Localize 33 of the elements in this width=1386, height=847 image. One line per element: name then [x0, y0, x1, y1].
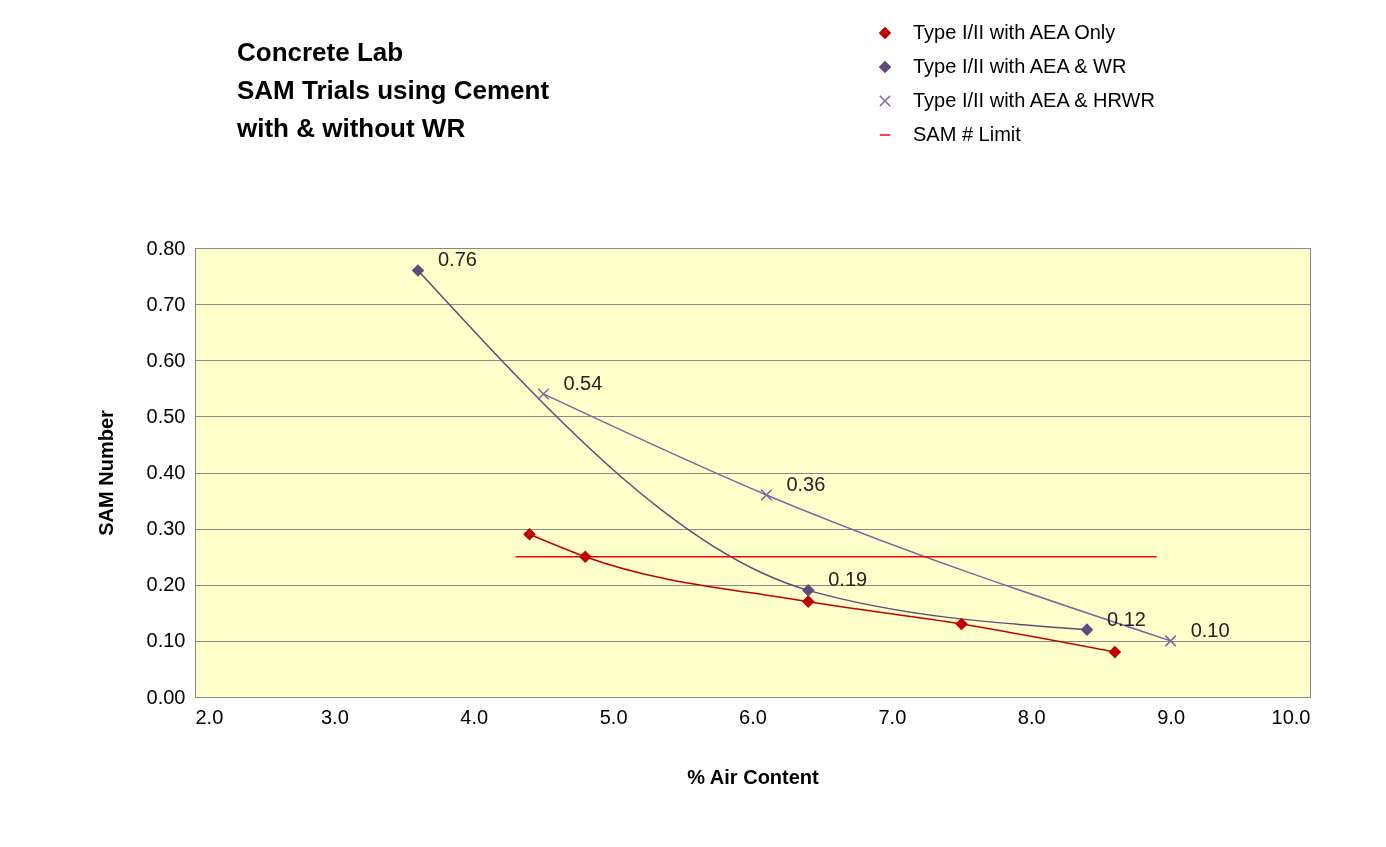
text: with & without WR: [237, 113, 466, 143]
legend-label: Type I/II with AEA Only: [913, 21, 1116, 43]
y-tick-label: 0.70: [146, 292, 186, 315]
x-tick-label: 5.0: [599, 705, 628, 728]
x-tick-label: 7.0: [878, 705, 907, 728]
x-tick-label: 8.0: [1017, 705, 1046, 728]
y-tick-label: 0.50: [146, 404, 186, 427]
legend-label: Type I/II with AEA & WR: [913, 55, 1127, 77]
x-tick-label: 3.0: [320, 705, 349, 728]
text: SAM Trials using Cement: [237, 75, 550, 105]
x-tick-label: 6.0: [739, 705, 767, 728]
legend-label: SAM # Limit: [913, 123, 1022, 145]
y-tick-label: 0.40: [146, 461, 186, 483]
y-tick-label: 0.00: [146, 685, 186, 708]
y-tick-label: 0.60: [146, 348, 186, 371]
data-label: 0.19: [828, 568, 868, 591]
y-tick-label: 0.10: [146, 629, 186, 652]
data-label: 0.54: [563, 371, 603, 394]
x-tick-label: 2.0: [195, 705, 224, 728]
y-tick-label: 0.80: [146, 236, 186, 259]
x-axis-title: % Air Content: [687, 765, 820, 788]
y-axis-title: SAM Number: [94, 410, 117, 536]
x-tick-label: 9.0: [1157, 705, 1186, 728]
data-label: 0.10: [1190, 618, 1230, 641]
data-label: 0.76: [438, 248, 477, 271]
x-tick-label: 4.0: [460, 705, 489, 728]
legend-label: Type I/II with AEA & HRWR: [913, 89, 1155, 111]
x-tick-label: 10.0: [1271, 705, 1311, 728]
y-tick-label: 0.20: [146, 573, 186, 596]
data-label: 0.36: [786, 472, 826, 495]
text: Concrete Lab: [237, 37, 404, 67]
data-label: 0.12: [1107, 607, 1146, 630]
y-tick-label: 0.30: [146, 517, 186, 540]
